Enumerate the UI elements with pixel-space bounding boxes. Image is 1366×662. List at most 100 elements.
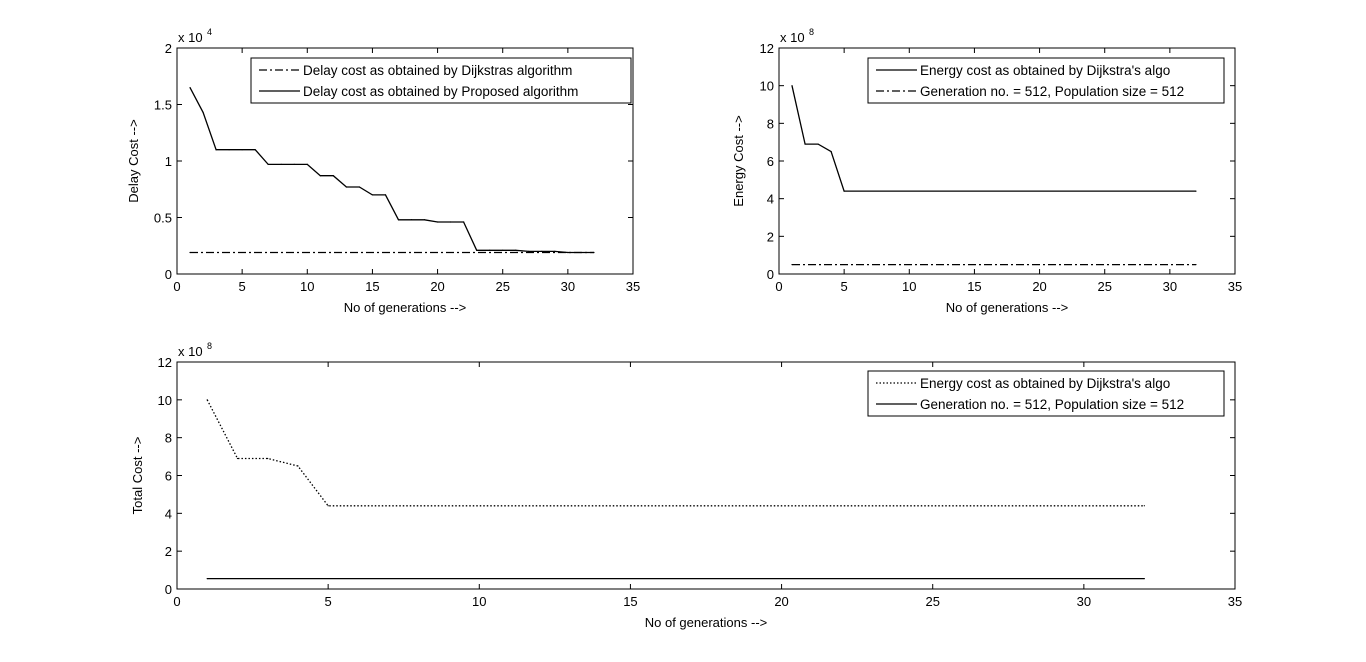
y-tick-label: 1	[165, 154, 172, 169]
legend-entry: Delay cost as obtained by Proposed algor…	[303, 84, 578, 99]
data-point	[206, 399, 208, 401]
data-point	[423, 219, 426, 221]
data-point	[1195, 190, 1197, 192]
x-tick-label: 35	[1228, 594, 1242, 609]
data-point	[593, 251, 595, 254]
x-tick-label: 0	[775, 279, 782, 294]
data-point	[327, 505, 329, 507]
data-point	[397, 219, 400, 221]
data-point	[1143, 577, 1145, 580]
y-axis-label: Energy Cost -->	[731, 115, 746, 206]
data-point	[463, 221, 465, 223]
data-point	[189, 251, 191, 254]
data-point	[817, 143, 819, 145]
data-point	[215, 149, 217, 151]
x-tick-label: 30	[561, 279, 575, 294]
y-tick-label: 0	[165, 267, 172, 282]
x-tick-label: 10	[902, 279, 916, 294]
y-exponent-label: x 10	[780, 30, 805, 45]
data-point	[791, 85, 793, 87]
x-axis-label: No of generations -->	[344, 300, 466, 315]
x-tick-label: 10	[472, 594, 486, 609]
x-tick-label: 0	[173, 594, 180, 609]
data-point	[241, 149, 243, 151]
x-axis-label: No of generations -->	[645, 615, 767, 630]
data-point	[358, 186, 360, 188]
data-point	[843, 190, 845, 192]
data-point	[804, 143, 806, 145]
series-line-2	[189, 87, 594, 254]
y-exponent-label: x 10	[178, 344, 203, 359]
y-axis-label: Total Cost -->	[130, 437, 145, 515]
data-point	[319, 175, 321, 177]
y-tick-label: 10	[760, 79, 774, 94]
x-tick-label: 25	[925, 594, 939, 609]
x-tick-label: 15	[623, 594, 637, 609]
x-tick-label: 5	[239, 279, 246, 294]
data-point	[345, 186, 347, 188]
data-point	[254, 149, 256, 151]
data-point	[189, 86, 191, 89]
data-point	[541, 250, 543, 252]
chart-panel-2: 0 5 10 15 20 25 30 35 0 2 4 6 8 10 12 x 10 8 No of genera…	[731, 27, 1242, 315]
x-tick-label: 20	[774, 594, 788, 609]
data-point	[830, 150, 832, 153]
x-tick-label: 30	[1077, 594, 1091, 609]
y-tick-label: 0.5	[154, 211, 172, 226]
y-tick-label: 8	[165, 431, 172, 446]
y-exponent-power: 4	[207, 27, 212, 37]
data-point	[791, 263, 793, 266]
data-point	[236, 457, 239, 460]
data-point	[293, 163, 295, 165]
data-point	[528, 250, 530, 252]
data-point	[410, 219, 413, 221]
legend-entry: Energy cost as obtained by Dijkstra's al…	[920, 376, 1170, 391]
y-exponent-power: 8	[809, 27, 814, 37]
legend-box	[867, 370, 1225, 417]
y-tick-label: 4	[165, 506, 172, 521]
data-point	[436, 221, 439, 223]
data-point	[1195, 263, 1197, 266]
y-tick-label: 2	[767, 229, 774, 244]
x-tick-label: 5	[841, 279, 848, 294]
y-tick-label: 6	[767, 154, 774, 169]
data-point	[384, 194, 387, 196]
y-axis-label: Delay Cost -->	[126, 119, 141, 202]
y-tick-label: 0	[767, 267, 774, 282]
x-tick-label: 25	[1097, 279, 1111, 294]
y-tick-label: 8	[767, 116, 774, 131]
legend-box	[250, 57, 632, 104]
data-point	[206, 577, 208, 580]
legend: Energy cost as obtained by Dijkstra's al…	[867, 370, 1225, 417]
legend: Energy cost as obtained by Dijkstra's al…	[867, 57, 1225, 104]
x-tick-label: 10	[300, 279, 314, 294]
legend-entry: Delay cost as obtained by Dijkstras algo…	[303, 63, 572, 78]
x-tick-label: 20	[430, 279, 444, 294]
data-point	[580, 251, 582, 254]
y-tick-label: 1.5	[154, 98, 172, 113]
data-point	[489, 249, 491, 251]
data-point	[554, 250, 556, 252]
data-point	[202, 111, 204, 114]
y-tick-label: 2	[165, 544, 172, 559]
data-point	[306, 163, 308, 165]
data-point	[267, 457, 269, 460]
chart-panel-3: 0 5 10 15 20 25 30 35 0 2 4 6 8 10 12 x 10 8 No of genera…	[130, 341, 1242, 630]
data-point	[1143, 505, 1145, 507]
legend-entry: Generation no. = 512, Population size = …	[920, 397, 1184, 412]
x-tick-label: 15	[365, 279, 379, 294]
y-exponent-label: x 10	[178, 30, 203, 45]
y-tick-label: 12	[158, 355, 172, 370]
legend-entry: Energy cost as obtained by Dijkstra's al…	[920, 63, 1170, 78]
x-tick-label: 5	[325, 594, 332, 609]
y-tick-label: 10	[158, 393, 172, 408]
legend-entry: Generation no. = 512, Population size = …	[920, 84, 1184, 99]
legend: Delay cost as obtained by Dijkstras algo…	[250, 57, 632, 104]
data-point	[228, 149, 230, 151]
data-point	[332, 175, 334, 177]
data-point	[515, 249, 517, 251]
data-point	[567, 251, 569, 254]
chart-panel-1: 0 5 10 15 20 25 30 35 0 0.5 1 1.5 2 x 10 4 No of genera…	[126, 27, 640, 315]
data-point	[371, 194, 374, 196]
x-tick-label: 20	[1032, 279, 1046, 294]
